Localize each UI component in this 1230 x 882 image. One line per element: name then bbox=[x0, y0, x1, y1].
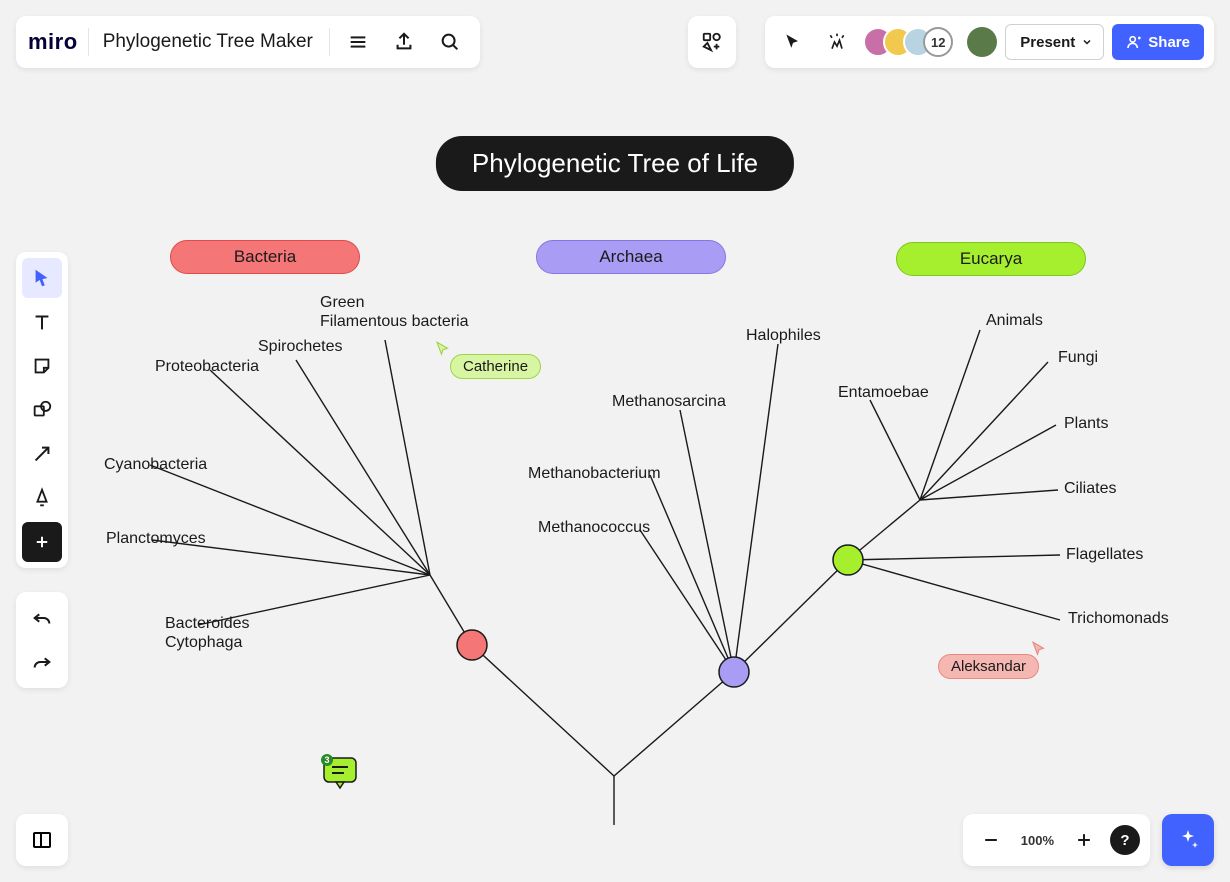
present-label: Present bbox=[1020, 34, 1075, 51]
leaf-label: Fungi bbox=[1058, 348, 1098, 367]
comment-bubble[interactable]: 3 bbox=[320, 754, 356, 784]
share-button[interactable]: Share bbox=[1112, 24, 1204, 60]
remote-cursor-label: Aleksandar bbox=[938, 654, 1039, 679]
reactions-icon[interactable] bbox=[819, 24, 855, 60]
leaf-label: Spirochetes bbox=[258, 337, 343, 356]
remote-cursor-icon bbox=[434, 340, 452, 358]
avatar-count[interactable]: 12 bbox=[923, 27, 953, 57]
leaf-label: Green Filamentous bacteria bbox=[320, 293, 469, 331]
frames-panel-button[interactable] bbox=[16, 814, 68, 866]
avatar-stack[interactable]: 12 bbox=[863, 27, 953, 57]
leaf-label: Methanobacterium bbox=[528, 464, 661, 483]
shapes-icon[interactable] bbox=[688, 24, 736, 60]
remote-cursor-label: Catherine bbox=[450, 354, 541, 379]
leaf-label: Ciliates bbox=[1064, 479, 1116, 498]
leaf-label: Flagellates bbox=[1066, 545, 1143, 564]
leaf-label: Entamoebae bbox=[838, 383, 929, 402]
ai-assist-button[interactable] bbox=[1162, 814, 1214, 866]
cursor-follow-icon[interactable] bbox=[775, 24, 811, 60]
board-title[interactable]: Phylogenetic Tree Maker bbox=[99, 31, 319, 53]
help-button[interactable]: ? bbox=[1110, 825, 1140, 855]
search-icon[interactable] bbox=[432, 24, 468, 60]
zoom-in-button[interactable] bbox=[1066, 822, 1102, 858]
leaf-label: Planctomyces bbox=[106, 529, 206, 548]
chevron-down-icon bbox=[1081, 36, 1093, 48]
canvas[interactable] bbox=[0, 0, 1230, 882]
zoom-out-button[interactable] bbox=[973, 822, 1009, 858]
divider bbox=[88, 28, 89, 56]
user-plus-icon bbox=[1126, 34, 1142, 50]
leaf-label: Bacteroides Cytophaga bbox=[165, 614, 250, 652]
apps-panel bbox=[688, 16, 736, 68]
collab-panel: 12 Present Share bbox=[765, 16, 1214, 68]
leaf-label: Plants bbox=[1064, 414, 1108, 433]
text-tool[interactable] bbox=[22, 302, 62, 342]
svg-text:3: 3 bbox=[324, 755, 329, 765]
shape-tool[interactable] bbox=[22, 390, 62, 430]
domain-pill[interactable]: Bacteria bbox=[170, 240, 360, 274]
leaf-label: Animals bbox=[986, 311, 1043, 330]
leaf-label: Trichomonads bbox=[1068, 609, 1169, 628]
bottom-right-cluster: 100% ? bbox=[963, 814, 1214, 866]
diagram-title: Phylogenetic Tree of Life bbox=[436, 136, 794, 191]
undo-button[interactable] bbox=[22, 598, 62, 638]
zoom-value[interactable]: 100% bbox=[1017, 833, 1058, 848]
domain-pill[interactable]: Eucarya bbox=[896, 242, 1086, 276]
present-button[interactable]: Present bbox=[1005, 24, 1104, 60]
leaf-label: Halophiles bbox=[746, 326, 821, 345]
current-user-avatar[interactable] bbox=[967, 27, 997, 57]
pen-tool[interactable] bbox=[22, 478, 62, 518]
redo-button[interactable] bbox=[22, 642, 62, 682]
more-tools[interactable] bbox=[22, 522, 62, 562]
history-toolbar bbox=[16, 592, 68, 688]
share-label: Share bbox=[1148, 34, 1190, 51]
leaf-label: Proteobacteria bbox=[155, 357, 259, 376]
topbar-left: miro Phylogenetic Tree Maker bbox=[16, 16, 480, 68]
logo[interactable]: miro bbox=[28, 29, 78, 55]
zoom-panel: 100% ? bbox=[963, 814, 1150, 866]
topbar-right: 12 Present Share bbox=[765, 16, 1214, 68]
domain-pill[interactable]: Archaea bbox=[536, 240, 726, 274]
divider bbox=[329, 28, 330, 56]
select-tool[interactable] bbox=[22, 258, 62, 298]
arrow-tool[interactable] bbox=[22, 434, 62, 474]
toolbar bbox=[16, 252, 68, 568]
leaf-label: Methanosarcina bbox=[612, 392, 726, 411]
leaf-label: Methanococcus bbox=[538, 518, 650, 537]
export-icon[interactable] bbox=[386, 24, 422, 60]
menu-icon[interactable] bbox=[340, 24, 376, 60]
leaf-label: Cyanobacteria bbox=[104, 455, 207, 474]
sticky-tool[interactable] bbox=[22, 346, 62, 386]
